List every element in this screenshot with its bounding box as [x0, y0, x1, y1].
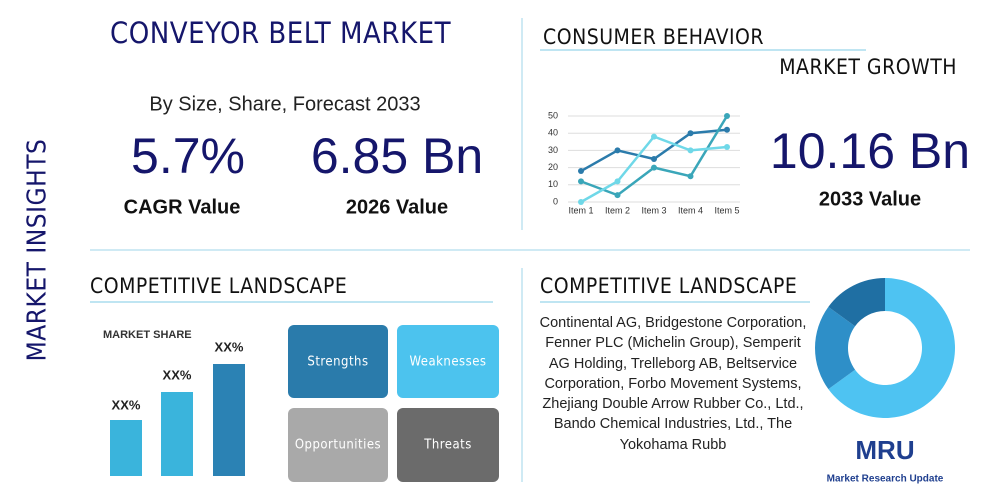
bar-label: XX%	[112, 397, 141, 412]
point	[578, 178, 584, 185]
series-line	[580, 115, 729, 197]
point	[578, 199, 584, 205]
bar	[161, 392, 193, 476]
section-subtitle: MARKET GROWTH	[779, 55, 957, 79]
subtitle: By Size, Share, Forecast 2033	[149, 93, 420, 115]
point	[687, 173, 694, 180]
stat-value: 10.16 Bn	[770, 123, 970, 179]
point	[578, 168, 584, 175]
y-tick-label: 10	[548, 179, 558, 189]
y-tick-label: 30	[548, 145, 558, 155]
swot-label: Opportunities	[295, 438, 381, 453]
bar	[110, 420, 142, 476]
donut-segment	[815, 306, 856, 390]
point	[687, 147, 694, 154]
stat-label: CAGR Value	[124, 196, 241, 218]
point	[687, 130, 694, 137]
title: CONVEYOR BELT MARKET	[110, 16, 452, 50]
logo-name: Market Research Update	[827, 474, 944, 485]
swot-label: Strengths	[307, 355, 368, 370]
side-label: MARKET INSIGHTS	[23, 139, 53, 362]
section-title: COMPETITIVE LANDSCAPE	[540, 274, 797, 298]
company-list: Continental AG, Bridgestone Corporation,…	[539, 315, 807, 453]
line-chart: 0 10 20 30 40 50 Item 1 Item 2 Item 3 Item 4 Item …	[548, 110, 740, 215]
donut-chart	[815, 278, 955, 419]
swot-box	[397, 325, 499, 398]
stat-label: 2026 Value	[346, 196, 448, 218]
y-tick-label: 0	[553, 196, 558, 206]
point	[724, 126, 730, 133]
x-tick-label: Item 3	[641, 205, 666, 215]
section-title: COMPETITIVE LANDSCAPE	[90, 274, 347, 298]
point	[614, 192, 621, 199]
stat-value: 6.85 Bn	[311, 128, 483, 184]
bar-label: XX%	[215, 339, 244, 354]
y-tick-label: 40	[548, 128, 558, 138]
x-tick-label: Item 4	[678, 205, 703, 215]
point	[614, 178, 621, 185]
market-share-label: MARKET SHARE	[103, 329, 192, 341]
x-tick-label: Item 2	[605, 205, 630, 215]
swot-box	[288, 325, 388, 398]
donut-segment	[828, 278, 955, 419]
bar-label: XX%	[163, 367, 192, 382]
point	[651, 156, 657, 162]
x-tick-label: Item 1	[568, 205, 593, 215]
swot-box	[288, 408, 388, 482]
section-title: CONSUMER BEHAVIOR	[543, 25, 764, 49]
y-tick-label: 20	[548, 162, 558, 172]
point	[724, 113, 730, 119]
x-tick-label: Item 5	[714, 205, 739, 215]
point	[651, 164, 657, 171]
logo-mark: MRU	[855, 435, 914, 465]
stat-value: 5.7%	[131, 128, 245, 184]
swot-box	[397, 408, 499, 482]
point	[651, 133, 657, 140]
swot-label: Weaknesses	[409, 355, 486, 370]
bar	[213, 364, 245, 476]
stat-label: 2033 Value	[819, 188, 921, 210]
point	[724, 143, 730, 150]
y-tick-label: 50	[548, 110, 558, 120]
point	[614, 147, 621, 154]
swot-label: Threats	[423, 438, 472, 453]
donut-segment	[828, 278, 885, 327]
